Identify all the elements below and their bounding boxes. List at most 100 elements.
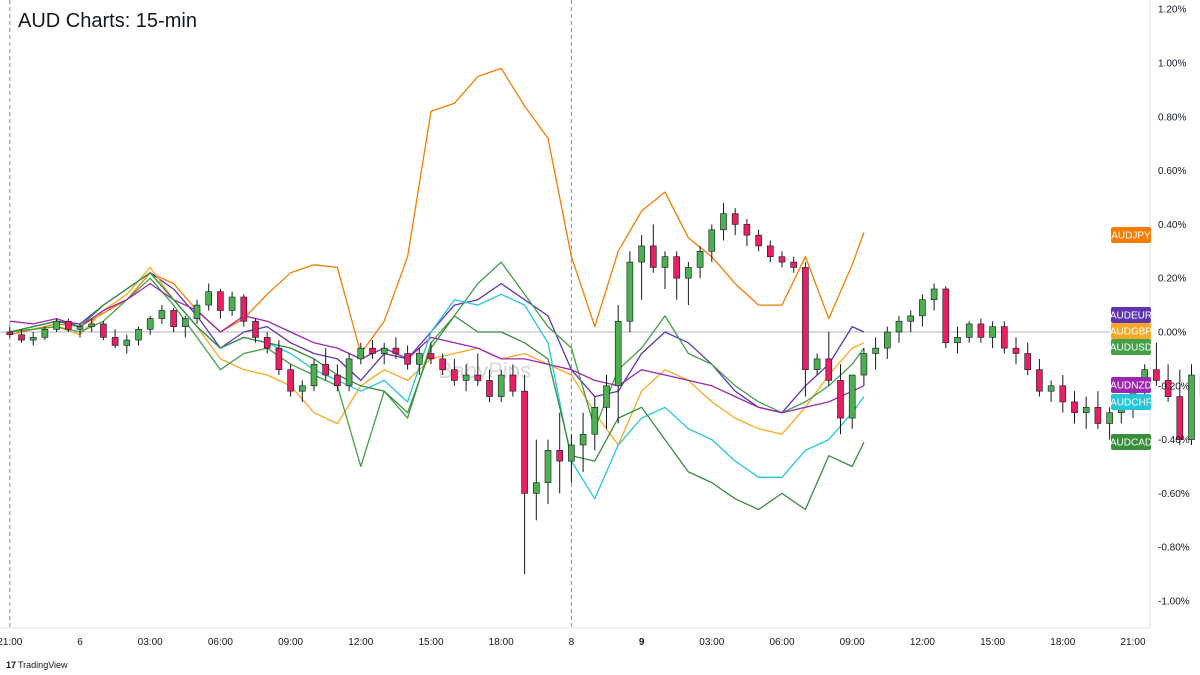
price-axis-tick-label: -0.20% (1158, 381, 1190, 392)
candle-body (930, 288, 938, 301)
candle-body (766, 245, 774, 257)
candle-body (603, 385, 610, 408)
candle (766, 240, 774, 263)
candle (1024, 342, 1031, 376)
badge-audjpy: AUDJPY (1111, 227, 1151, 243)
candle-body (334, 374, 341, 387)
badge-background (1111, 227, 1151, 243)
candle-body (790, 261, 798, 268)
candle (790, 256, 798, 273)
candle (1012, 337, 1020, 365)
candle-body (919, 299, 926, 317)
series-line-audjpy (9, 67, 865, 355)
time-axis-tick-label: 15:00 (418, 637, 443, 648)
candle (88, 318, 95, 332)
candle-body (451, 369, 458, 381)
candle-body (404, 353, 411, 365)
price-axis-tick-label: 0.00% (1158, 328, 1186, 339)
symbol-badges: AUDJPY AUDEUR AUDGBP AUDUSD AUDNZD AUDCHF AUDC… (1110, 227, 1152, 450)
badge-audcad: AUDCAD (1110, 434, 1152, 450)
candle-body (685, 267, 692, 279)
candle (217, 288, 224, 319)
candle (263, 332, 271, 354)
price-axis-tick-label: 0.80% (1158, 112, 1186, 123)
candle-body (392, 347, 400, 354)
candle (1164, 364, 1172, 402)
series-line-audgbp (9, 266, 865, 446)
candle (334, 364, 341, 392)
candle (76, 323, 84, 338)
candle (345, 353, 353, 392)
candle (287, 364, 294, 397)
candle-body (1071, 401, 1078, 414)
candle-body (1082, 407, 1090, 414)
badge-audgbp: AUDGBP (1110, 323, 1152, 339)
badge-background (1111, 307, 1151, 323)
candle-body (65, 320, 72, 330)
candle (451, 358, 458, 386)
candle (310, 358, 318, 392)
badge-label: AUDCHF (1110, 398, 1152, 409)
candle (53, 318, 60, 332)
time-axis[interactable]: 21:00 6 03:00 06:00 09:00 12:00 15:00 18:00 8 9 03… (0, 627, 1150, 648)
candle (193, 299, 201, 324)
candle-body (1047, 385, 1055, 392)
candle (1036, 358, 1043, 397)
candle-body (298, 385, 306, 392)
series-line-audnzd (9, 282, 865, 414)
time-axis-tick-label: 03:00 (699, 637, 724, 648)
candle (146, 315, 154, 335)
candle (439, 353, 447, 376)
price-axis-tick-label: 0.60% (1158, 166, 1186, 177)
candle (380, 342, 388, 365)
audusd-candles (6, 202, 1200, 575)
badge-audusd: AUDUSD (1110, 339, 1152, 355)
candle (860, 348, 868, 386)
candle (357, 342, 365, 365)
time-axis-tick-label: 6 (77, 637, 83, 648)
candle-body (591, 407, 599, 435)
candle-body (123, 339, 131, 346)
candle (1153, 342, 1160, 386)
candle-body (310, 363, 318, 387)
badge-audeur: AUDEUR (1110, 307, 1152, 323)
candle-body (427, 353, 435, 360)
candle-body (942, 288, 950, 344)
candle-body (1164, 380, 1172, 397)
candle (696, 245, 704, 279)
time-axis-tick-label: 15:00 (980, 637, 1005, 648)
candle (591, 396, 599, 451)
candle-body (217, 291, 224, 311)
time-axis-tick-label: 06:00 (208, 637, 233, 648)
price-axis[interactable]: 1.20% 1.00% 0.80% 0.60% 0.40% 0.20% 0.00% -0.20… (1149, 0, 1190, 628)
candle-body (474, 374, 482, 381)
price-axis-tick-label: 1.20% (1158, 5, 1186, 16)
candle-body (965, 323, 973, 338)
candle-body (696, 251, 704, 268)
candle-body (439, 358, 447, 370)
candle-body (486, 380, 493, 397)
candle (6, 326, 14, 338)
candle (626, 251, 634, 332)
candle-body (907, 315, 915, 322)
time-axis-tick-label: 09:00 (278, 637, 303, 648)
candle-body (41, 329, 49, 338)
candle-body (708, 229, 716, 252)
price-axis-tick-label: -0.60% (1158, 489, 1190, 500)
candle (205, 283, 212, 311)
candle (158, 305, 166, 324)
tradingview-logo[interactable]: 17 TradingView (6, 660, 68, 670)
candle-body (111, 337, 119, 346)
candle (252, 318, 259, 343)
candle (755, 229, 762, 252)
tradingview-logo-text: TradingView (18, 660, 68, 670)
badge-label: AUDNZD (1110, 381, 1152, 392)
candle-body (287, 369, 294, 392)
candle-body (322, 363, 330, 376)
time-axis-tick-label: 18:00 (1050, 637, 1075, 648)
candle-body (954, 337, 961, 344)
candle-body (1059, 385, 1067, 403)
candle-body (1036, 369, 1043, 392)
candle (872, 337, 879, 370)
